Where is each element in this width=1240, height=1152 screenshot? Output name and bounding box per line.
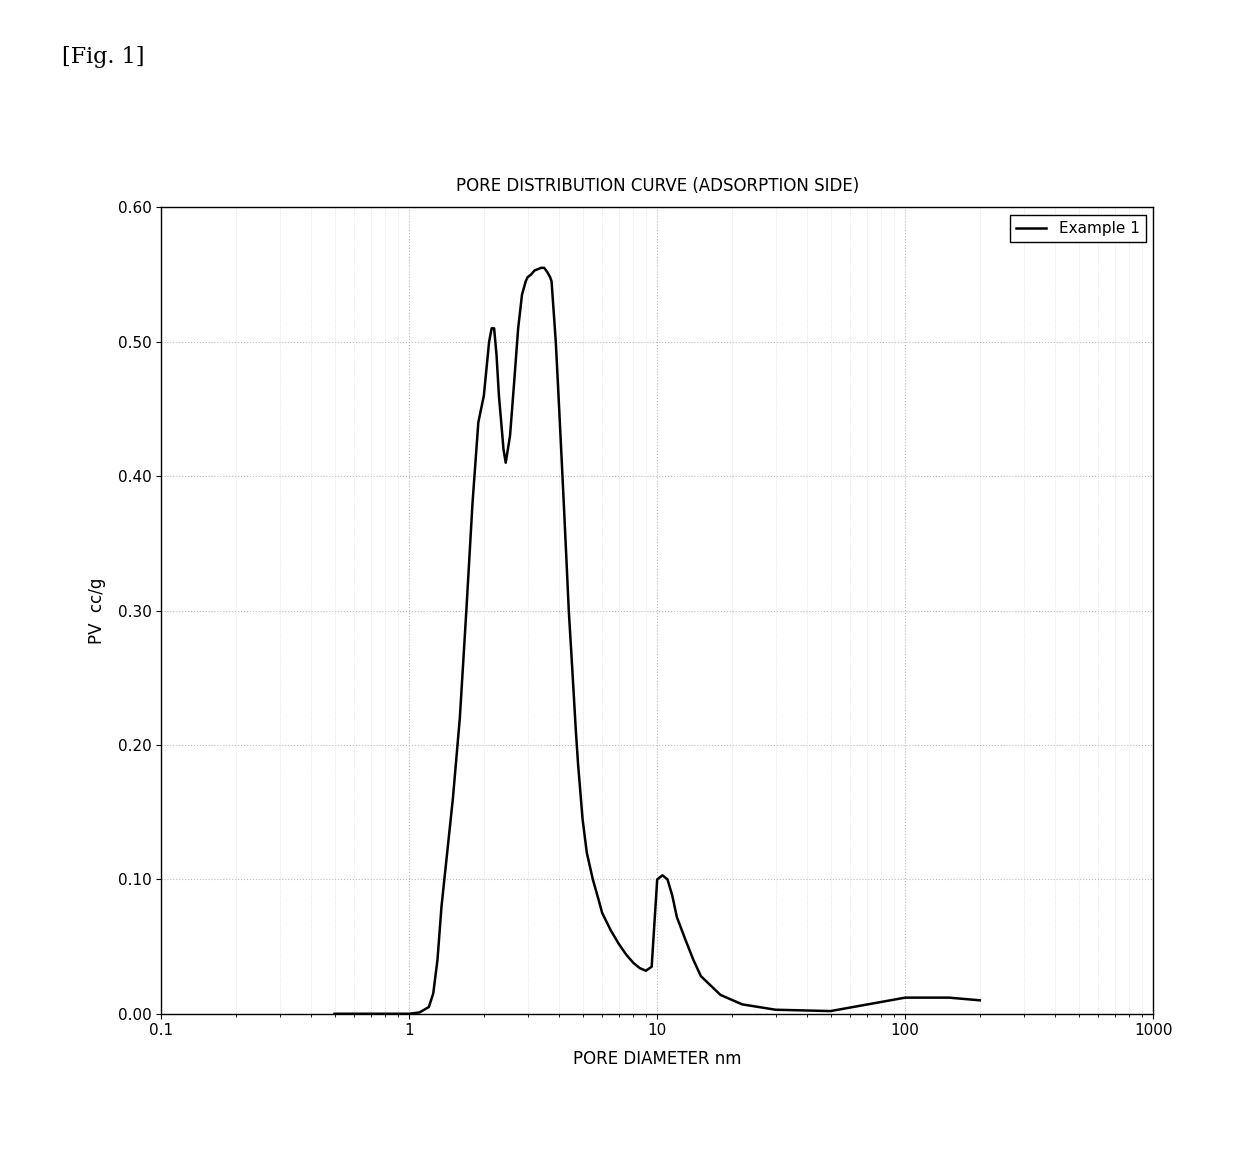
Example 1: [645, 960, 660, 973]
Example 1: [693, 969, 708, 983]
Example 1: [632, 961, 647, 975]
Y-axis label: PV  cc/g: PV cc/g: [88, 577, 107, 644]
Example 1: [533, 260, 548, 274]
Example 1: [660, 872, 675, 886]
Example 1: [430, 953, 445, 967]
Example 1: [327, 1007, 342, 1021]
Legend: Example 1: Example 1: [1009, 215, 1146, 242]
Line: Example 1: Example 1: [335, 267, 980, 1014]
Example 1: [650, 872, 665, 886]
X-axis label: PORE DIAMETER nm: PORE DIAMETER nm: [573, 1049, 742, 1068]
Title: PORE DISTRIBUTION CURVE (ADSORPTION SIDE): PORE DISTRIBUTION CURVE (ADSORPTION SIDE…: [455, 176, 859, 195]
Example 1: [972, 993, 987, 1007]
Text: [Fig. 1]: [Fig. 1]: [62, 46, 145, 68]
